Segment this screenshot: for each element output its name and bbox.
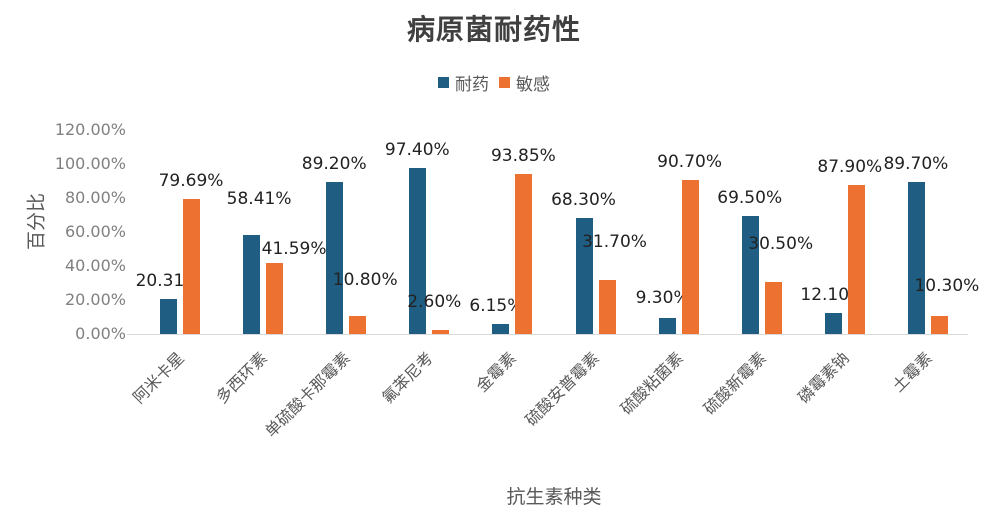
x-tick-label: 金霉素 bbox=[472, 348, 521, 396]
legend-label-resistant: 耐药 bbox=[455, 75, 489, 95]
data-label: 2.60% bbox=[407, 291, 462, 312]
legend-swatch-sensitive bbox=[499, 77, 510, 88]
data-label: 10.80% bbox=[332, 269, 398, 290]
chart-title: 病原菌耐药性 bbox=[406, 13, 581, 46]
y-tick-label: 80.00% bbox=[64, 188, 126, 207]
y-tick-label: 100.00% bbox=[54, 154, 126, 173]
bar-sensitive bbox=[432, 329, 450, 334]
data-label: 41.59% bbox=[261, 239, 327, 260]
bar-resistant bbox=[658, 318, 676, 334]
x-tick-label: 氟苯尼考 bbox=[378, 348, 438, 408]
bar-resistant bbox=[326, 182, 344, 334]
y-tick-label: 120.00% bbox=[54, 120, 126, 139]
data-label: 30.50% bbox=[748, 234, 814, 255]
y-axis-title: 百分比 bbox=[25, 192, 48, 250]
legend-swatch-resistant bbox=[438, 77, 449, 88]
bar-resistant bbox=[160, 299, 177, 334]
x-tick-label: 单硫酸卡那霉素 bbox=[261, 348, 354, 441]
x-axis-line bbox=[127, 334, 968, 335]
bar-resistant bbox=[492, 323, 510, 334]
data-label: 31.70% bbox=[582, 232, 647, 253]
data-label: 68.30% bbox=[551, 189, 616, 210]
bar-sensitive bbox=[764, 282, 782, 334]
legend-label-sensitive: 敏感 bbox=[516, 75, 550, 95]
data-label: 10.30% bbox=[914, 276, 980, 297]
data-label: 58.41% bbox=[226, 188, 292, 209]
x-tick-label: 磷霉素钠 bbox=[793, 348, 853, 408]
data-label: 87.90% bbox=[817, 156, 883, 177]
x-tick-label: 阿米卡星 bbox=[129, 348, 188, 408]
chart-legend: 耐药 敏感 bbox=[0, 70, 988, 95]
bar-resistant bbox=[243, 234, 261, 334]
bar-sensitive bbox=[349, 315, 367, 334]
bar-resistant bbox=[741, 215, 759, 334]
bar-sensitive bbox=[183, 198, 200, 334]
data-label: 93.85% bbox=[490, 146, 556, 167]
x-tick-label: 土霉素 bbox=[888, 348, 936, 396]
data-label: 69.50% bbox=[717, 187, 783, 208]
bar-resistant bbox=[575, 217, 593, 334]
data-label: 89.20% bbox=[301, 154, 367, 175]
y-tick-label: 40.00% bbox=[64, 256, 126, 275]
data-label: 6.15% bbox=[469, 295, 524, 316]
bar-sensitive bbox=[681, 179, 699, 334]
x-tick-label: 硫酸粘菌素 bbox=[616, 348, 687, 419]
data-label: 90.70% bbox=[657, 151, 723, 172]
x-tick-label: 硫酸安普霉素 bbox=[521, 348, 604, 430]
data-label: 9.30% bbox=[635, 288, 690, 309]
bar-sensitive bbox=[847, 184, 865, 334]
data-label: 97.40% bbox=[384, 140, 450, 161]
data-label: 79.69% bbox=[158, 170, 224, 191]
bar-sensitive bbox=[266, 263, 284, 334]
bar-sensitive bbox=[930, 316, 948, 334]
bar-sensitive bbox=[598, 280, 616, 334]
bar-resistant bbox=[409, 168, 427, 334]
x-tick-label: 多西环素 bbox=[212, 348, 271, 408]
data-label: 89.70% bbox=[883, 153, 949, 174]
y-tick-label: 60.00% bbox=[64, 222, 126, 241]
y-tick-label: 20.00% bbox=[64, 290, 126, 309]
bar-resistant bbox=[907, 181, 925, 334]
x-axis-title: 抗生素种类 bbox=[506, 486, 602, 508]
legend-item-resistant: 耐药 bbox=[438, 70, 489, 95]
bar-resistant bbox=[824, 313, 842, 334]
bar-sensitive bbox=[515, 174, 533, 334]
y-tick-label: 0.00% bbox=[75, 324, 126, 343]
legend-item-sensitive: 敏感 bbox=[499, 70, 550, 95]
x-tick-label: 硫酸新霉素 bbox=[699, 348, 770, 419]
